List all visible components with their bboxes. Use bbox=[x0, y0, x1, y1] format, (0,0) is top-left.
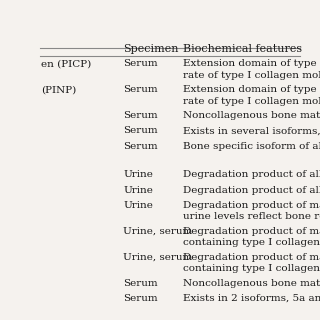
Text: Degradation product of all co…: Degradation product of all co… bbox=[183, 171, 320, 180]
Text: Bone specific isoform of alka…: Bone specific isoform of alka… bbox=[183, 142, 320, 151]
Text: Serum: Serum bbox=[123, 126, 158, 135]
Text: Degradation product of all co…: Degradation product of all co… bbox=[183, 186, 320, 195]
Text: (PINP): (PINP) bbox=[41, 85, 76, 94]
Text: Urine: Urine bbox=[123, 201, 153, 210]
Text: Urine, serum: Urine, serum bbox=[123, 253, 192, 262]
Text: Noncollagenous bone matrix…: Noncollagenous bone matrix… bbox=[183, 279, 320, 288]
Text: Exists in several isoforms, no…: Exists in several isoforms, no… bbox=[183, 126, 320, 135]
Text: Urine: Urine bbox=[123, 171, 153, 180]
Text: Serum: Serum bbox=[123, 59, 158, 68]
Text: Specimen: Specimen bbox=[123, 44, 179, 54]
Text: Serum: Serum bbox=[123, 279, 158, 288]
Text: Serum: Serum bbox=[123, 85, 158, 94]
Text: Degradation product of matu…
containing type I collagen, flu…: Degradation product of matu… containing … bbox=[183, 253, 320, 273]
Text: Noncollagenous bone matrix…: Noncollagenous bone matrix… bbox=[183, 111, 320, 120]
Text: Biochemical features: Biochemical features bbox=[183, 44, 302, 54]
Text: Degradation product of matu…
containing type I collagen, flu…: Degradation product of matu… containing … bbox=[183, 227, 320, 247]
Text: Extension domain of type I c
rate of type I collagen molec…: Extension domain of type I c rate of typ… bbox=[183, 59, 320, 80]
Text: en (PICP): en (PICP) bbox=[41, 59, 92, 68]
Text: Serum: Serum bbox=[123, 142, 158, 151]
Text: Urine: Urine bbox=[123, 186, 153, 195]
Text: Degradation product of matu…
urine levels reflect bone reso…: Degradation product of matu… urine level… bbox=[183, 201, 320, 221]
Text: Urine, serum: Urine, serum bbox=[123, 227, 192, 236]
Text: Serum: Serum bbox=[123, 111, 158, 120]
Text: Serum: Serum bbox=[123, 294, 158, 303]
Text: Exists in 2 isoforms, 5a and …: Exists in 2 isoforms, 5a and … bbox=[183, 294, 320, 303]
Text: Extension domain of type I c
rate of type I collagen molec…: Extension domain of type I c rate of typ… bbox=[183, 85, 320, 106]
